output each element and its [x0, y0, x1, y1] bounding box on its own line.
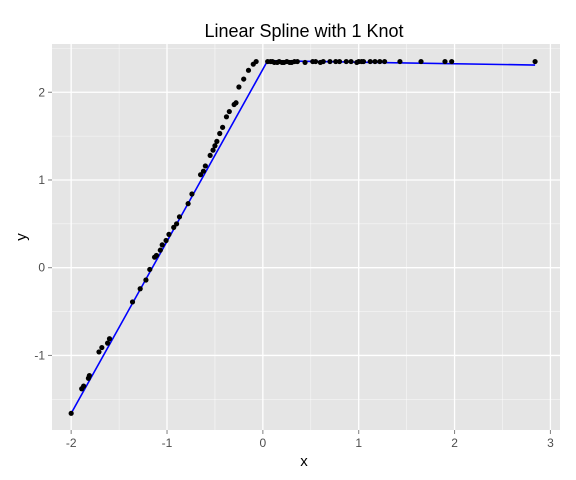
data-point — [86, 373, 92, 379]
x-tick-label: 3 — [547, 436, 554, 450]
data-point — [397, 58, 403, 65]
data-point — [367, 58, 373, 65]
data-point — [377, 58, 383, 65]
data-point — [442, 58, 448, 65]
data-point — [143, 277, 149, 283]
x-axis-title: x — [300, 453, 308, 470]
data-point — [200, 168, 207, 174]
data-point — [166, 231, 172, 237]
data-point — [137, 286, 143, 292]
data-point — [333, 58, 339, 65]
data-point — [343, 58, 349, 65]
data-point — [189, 191, 195, 197]
plot-panel — [52, 44, 560, 430]
data-point — [171, 224, 177, 230]
data-point — [253, 58, 259, 65]
data-point — [294, 58, 300, 65]
data-point — [202, 163, 208, 169]
minor-gridlines — [52, 44, 560, 430]
data-point — [233, 100, 239, 106]
data-point — [236, 84, 242, 90]
data-point — [176, 214, 183, 220]
y-tick-label: 1 — [38, 173, 45, 187]
data-point — [348, 58, 354, 65]
data-point — [360, 58, 367, 65]
y-axis-ticks: -1 0 1 2 — [34, 85, 52, 362]
x-tick-label: 0 — [260, 436, 267, 450]
data-point — [68, 410, 74, 416]
data-point — [99, 344, 105, 351]
data-point — [207, 152, 213, 159]
data-point — [217, 130, 223, 137]
data-point — [220, 124, 226, 130]
data-point — [320, 58, 326, 65]
x-tick-label: 2 — [451, 436, 458, 450]
points-layer — [68, 58, 538, 416]
major-gridlines — [52, 44, 560, 430]
data-point — [163, 237, 169, 244]
data-point — [241, 76, 247, 82]
data-point — [449, 58, 455, 65]
y-tick-label: 0 — [38, 261, 45, 275]
y-tick-label: 2 — [38, 85, 45, 99]
data-point — [336, 58, 343, 65]
data-point — [106, 336, 113, 342]
data-point — [214, 138, 220, 144]
data-point — [226, 108, 232, 115]
data-point — [174, 221, 180, 227]
data-point — [129, 299, 136, 305]
data-point — [210, 147, 216, 153]
x-tick-label: -2 — [66, 436, 77, 450]
x-tick-label: 1 — [355, 436, 362, 450]
data-point — [372, 58, 378, 65]
data-point — [153, 252, 160, 259]
data-point — [302, 59, 308, 66]
data-point — [147, 266, 153, 273]
data-point — [245, 67, 252, 73]
data-point — [157, 247, 163, 253]
chart-title: Linear Spline with 1 Knot — [204, 21, 403, 41]
data-point — [96, 349, 102, 355]
data-point — [312, 58, 319, 65]
data-point — [185, 201, 191, 207]
data-point — [418, 58, 424, 65]
data-point — [382, 58, 388, 65]
y-tick-label: -1 — [34, 348, 45, 362]
data-point — [197, 172, 204, 178]
data-point — [223, 114, 230, 120]
data-point — [81, 383, 87, 389]
data-point — [104, 340, 111, 346]
data-point — [212, 143, 218, 149]
data-point — [159, 242, 165, 248]
data-point — [327, 58, 333, 65]
x-axis-ticks: -2 -1 0 1 2 3 — [66, 430, 554, 450]
y-axis-title: y — [13, 233, 30, 241]
x-tick-label: -1 — [162, 436, 173, 450]
data-point — [532, 58, 538, 65]
